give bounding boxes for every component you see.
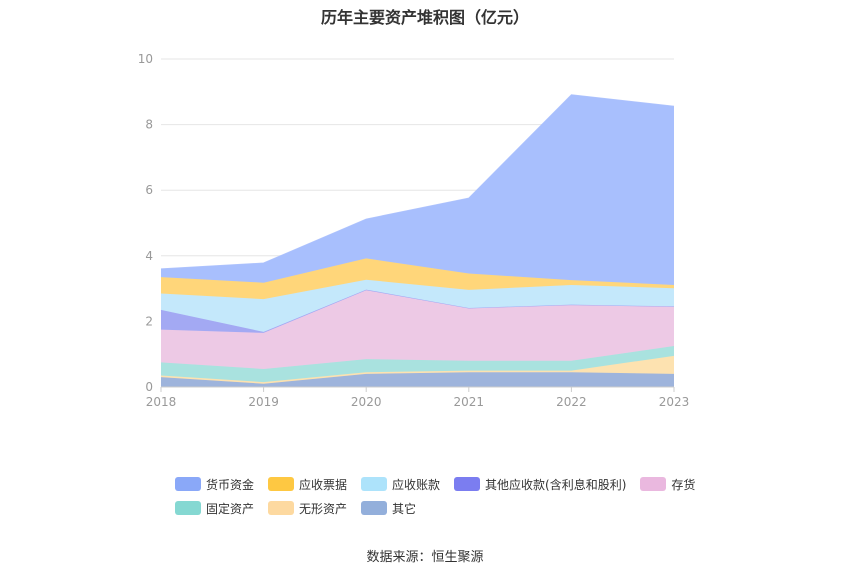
- legend-swatch: [175, 501, 201, 515]
- x-tick-label: 2023: [659, 395, 690, 409]
- area-series-top-line-1: [160, 355, 675, 383]
- legend-label: 无形资产: [299, 501, 348, 516]
- legend-item-accounts-receivable[interactable]: 应收账款: [361, 476, 440, 493]
- area-series-5[interactable]: [161, 279, 674, 332]
- legend-row-1: 货币资金 应收票据 应收账款 其他应收款(含利息和股利) 存货: [175, 472, 715, 496]
- legend-label: 其他应收款(含利息和股利): [485, 477, 627, 492]
- legend: 货币资金 应收票据 应收账款 其他应收款(含利息和股利) 存货 固定资产 无形资…: [175, 472, 715, 520]
- axes: 0 2 4 6 8 10 2018 2019 2020 2021 2022 2023: [138, 52, 690, 409]
- x-tick-label: 2021: [454, 395, 485, 409]
- legend-label: 其它: [392, 501, 417, 516]
- source-note: 数据来源：恒生聚源: [366, 550, 484, 565]
- legend-label: 货币资金: [206, 477, 255, 492]
- legend-label: 存货: [671, 477, 696, 492]
- legend-label: 应收票据: [299, 477, 348, 492]
- legend-swatch: [454, 477, 481, 491]
- y-tick-label: 8: [145, 118, 153, 132]
- legend-swatch: [640, 477, 667, 491]
- legend-item-notes-receivable[interactable]: 应收票据: [268, 476, 347, 493]
- legend-row-2: 固定资产 无形资产 其它: [175, 496, 715, 520]
- legend-item-intangible-assets[interactable]: 无形资产: [268, 500, 347, 517]
- legend-swatch: [361, 477, 388, 491]
- area-series-2[interactable]: [161, 346, 674, 383]
- y-tick-label: 4: [145, 249, 153, 263]
- y-tick-label: 2: [145, 314, 153, 328]
- legend-item-other[interactable]: 其它: [361, 500, 416, 517]
- legend-swatch: [268, 501, 295, 515]
- y-tick-label: 6: [145, 183, 153, 197]
- chart-title: 历年主要资产堆积图（亿元）: [320, 8, 529, 27]
- area-series-4[interactable]: [161, 289, 674, 333]
- legend-item-inventory[interactable]: 存货: [640, 476, 695, 493]
- x-tick-label: 2020: [351, 395, 382, 409]
- y-tick-label: 0: [145, 380, 153, 394]
- area-series-6[interactable]: [161, 258, 674, 300]
- legend-swatch: [268, 477, 295, 491]
- x-tick-label: 2022: [556, 395, 587, 409]
- legend-swatch: [175, 477, 201, 491]
- x-tick-label: 2019: [248, 395, 279, 409]
- legend-item-fixed-assets[interactable]: 固定资产: [175, 500, 254, 517]
- legend-label: 应收账款: [392, 477, 441, 492]
- legend-label: 固定资产: [206, 501, 255, 516]
- area-series-3[interactable]: [161, 290, 674, 369]
- legend-swatch: [361, 501, 388, 515]
- x-tick-label: 2018: [146, 395, 177, 409]
- legend-item-other-receivables[interactable]: 其他应收款(含利息和股利): [454, 476, 626, 493]
- area-series: [160, 94, 675, 387]
- legend-item-cash[interactable]: 货币资金: [175, 476, 254, 493]
- area-series-top-line-7: [160, 94, 675, 270]
- area-series-7[interactable]: [161, 94, 674, 285]
- y-tick-label: 10: [138, 52, 153, 66]
- area-series-0[interactable]: [161, 372, 674, 387]
